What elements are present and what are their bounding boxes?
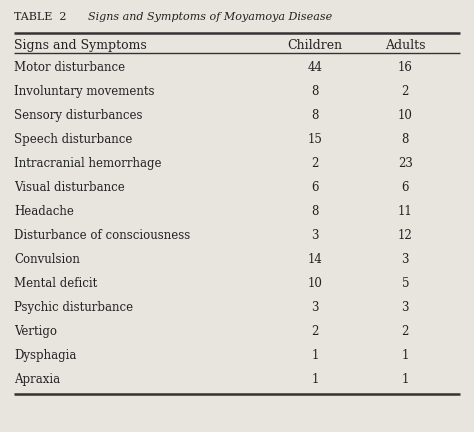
Text: TABLE  2: TABLE 2 [14, 12, 77, 22]
Text: Mental deficit: Mental deficit [14, 277, 98, 290]
Text: 6: 6 [311, 181, 319, 194]
Text: 8: 8 [401, 133, 409, 146]
Text: Intracranial hemorrhage: Intracranial hemorrhage [14, 157, 162, 170]
Text: 11: 11 [398, 205, 413, 218]
Text: 8: 8 [311, 86, 319, 98]
Text: Disturbance of consciousness: Disturbance of consciousness [14, 229, 191, 242]
Text: 2: 2 [401, 325, 409, 338]
Text: 8: 8 [311, 109, 319, 122]
Text: 44: 44 [308, 61, 323, 74]
Text: 3: 3 [401, 253, 409, 266]
Text: 14: 14 [308, 253, 323, 266]
Text: 6: 6 [401, 181, 409, 194]
Text: 15: 15 [308, 133, 323, 146]
Text: 1: 1 [401, 349, 409, 362]
Text: Involuntary movements: Involuntary movements [14, 86, 155, 98]
Text: 12: 12 [398, 229, 413, 242]
Text: 1: 1 [311, 373, 319, 386]
Text: 3: 3 [311, 301, 319, 314]
Text: 8: 8 [311, 205, 319, 218]
Text: 10: 10 [308, 277, 323, 290]
Text: 3: 3 [311, 229, 319, 242]
Text: 2: 2 [401, 86, 409, 98]
Text: Children: Children [288, 39, 343, 52]
Text: 16: 16 [398, 61, 413, 74]
Text: 2: 2 [311, 157, 319, 170]
Text: Psychic disturbance: Psychic disturbance [14, 301, 133, 314]
Text: Sensory disturbances: Sensory disturbances [14, 109, 143, 122]
Text: Visual disturbance: Visual disturbance [14, 181, 125, 194]
Text: Convulsion: Convulsion [14, 253, 80, 266]
Text: Dysphagia: Dysphagia [14, 349, 77, 362]
Text: Apraxia: Apraxia [14, 373, 60, 386]
Text: Signs and Symptoms: Signs and Symptoms [14, 39, 147, 52]
Text: Signs and Symptoms of Moyamoya Disease: Signs and Symptoms of Moyamoya Disease [88, 12, 332, 22]
Text: 1: 1 [311, 349, 319, 362]
Text: Motor disturbance: Motor disturbance [14, 61, 125, 74]
Text: Vertigo: Vertigo [14, 325, 57, 338]
Text: 3: 3 [401, 301, 409, 314]
Text: 1: 1 [401, 373, 409, 386]
Text: 23: 23 [398, 157, 413, 170]
Text: Headache: Headache [14, 205, 74, 218]
Text: 5: 5 [401, 277, 409, 290]
Text: Adults: Adults [385, 39, 426, 52]
Text: 2: 2 [311, 325, 319, 338]
Text: Speech disturbance: Speech disturbance [14, 133, 133, 146]
Text: 10: 10 [398, 109, 413, 122]
